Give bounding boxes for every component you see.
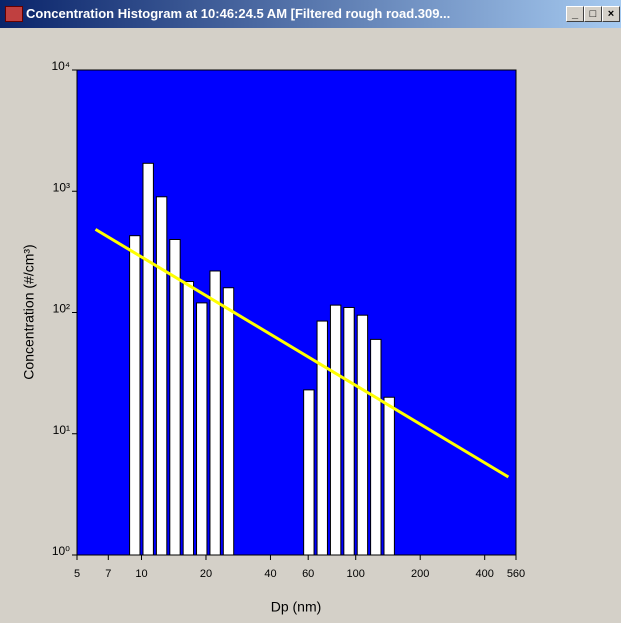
bar <box>169 239 181 556</box>
x-axis-label: Dp (nm) <box>271 599 322 615</box>
bar <box>343 306 355 556</box>
bar <box>222 287 235 556</box>
chart: Concentration (#/cm³) Dp (nm) 10⁰ 10¹ 10² 1… <box>21 59 525 615</box>
window-title: Concentration Histogram at 10:46:24.5 AM… <box>26 6 451 21</box>
x-tick-label: 7 <box>105 568 111 580</box>
bar <box>129 235 141 556</box>
close-button[interactable]: × <box>602 6 620 22</box>
x-tick-label: 60 <box>302 568 314 580</box>
x-tick-label: 560 <box>507 568 525 580</box>
bar <box>155 196 168 556</box>
y-tick-label: 10³ <box>53 180 70 194</box>
maximize-button[interactable]: □ <box>584 6 602 22</box>
bar <box>303 389 315 556</box>
bar <box>356 314 369 556</box>
fit-line <box>94 228 510 479</box>
bar <box>383 396 395 556</box>
x-tick-label: 5 <box>74 568 80 580</box>
y-tick-label: 10¹ <box>53 423 70 437</box>
y-tick-label: 10⁴ <box>51 59 70 73</box>
bar <box>209 270 221 556</box>
y-axis-label: Concentration (#/cm³) <box>21 244 37 379</box>
bar <box>196 302 208 556</box>
x-tick-label: 200 <box>411 568 429 580</box>
bar <box>329 304 342 556</box>
x-tick-label: 10 <box>135 568 147 580</box>
y-tick-label: 10⁰ <box>52 544 70 558</box>
app-icon <box>5 6 23 22</box>
x-tick-label: 20 <box>200 568 212 580</box>
bar <box>182 281 195 556</box>
bar <box>316 320 328 556</box>
x-tick-label: 40 <box>264 568 276 580</box>
x-tick-label: 400 <box>476 568 494 580</box>
x-tick-label: 100 <box>347 568 365 580</box>
title-bar: Concentration Histogram at 10:46:24.5 AM… <box>0 0 621 28</box>
bar <box>142 162 154 556</box>
y-tick-label: 10² <box>53 302 70 316</box>
bar <box>370 338 382 556</box>
minimize-button[interactable]: _ <box>566 6 584 22</box>
